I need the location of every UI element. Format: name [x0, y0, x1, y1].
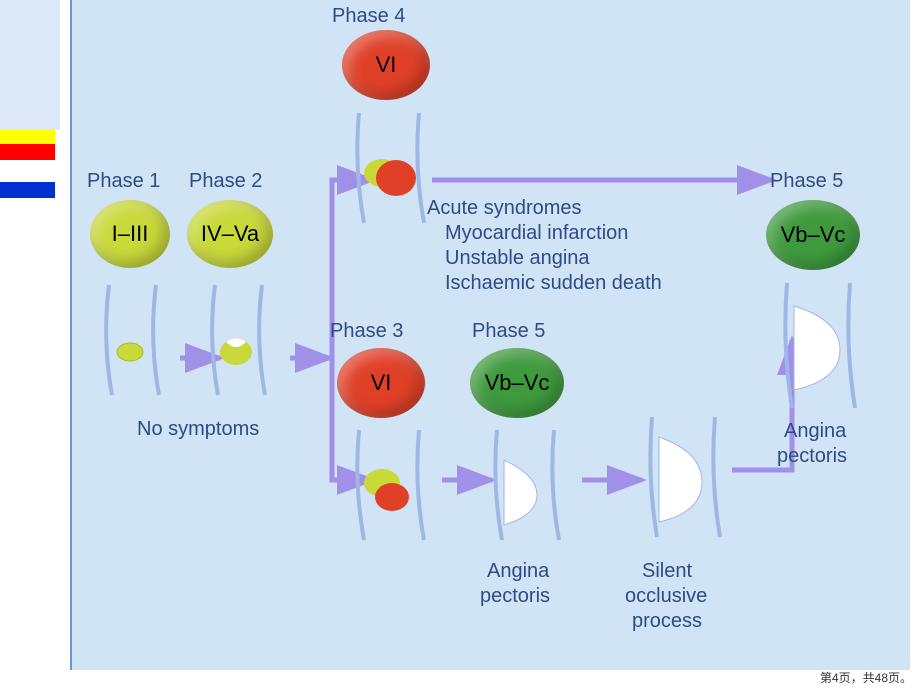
- diagram-canvas: Phase 4 VI Phase 1 I–III Phase 2 IV–Va: [70, 0, 910, 670]
- angina-5a-1: Angina: [487, 560, 549, 583]
- phase2-title: Phase 2: [189, 170, 262, 193]
- band-top: [0, 0, 60, 130]
- angina-5b-1: Angina: [784, 420, 846, 443]
- band-yellow: [0, 130, 55, 144]
- page-footer: 第4页，共48页。: [820, 669, 912, 686]
- left-decorative-band: [0, 0, 60, 690]
- phase5b-vessel: [772, 278, 867, 413]
- no-symptoms-label: No symptoms: [137, 418, 259, 441]
- phase4-title: Phase 4: [332, 5, 405, 28]
- silent-3: process: [632, 610, 702, 633]
- angina-5b-2: pectoris: [777, 445, 847, 468]
- phase5b-title: Phase 5: [770, 170, 843, 193]
- phase3-roman: VI: [371, 370, 392, 396]
- phase2-vessel: [200, 280, 280, 400]
- phase5a-circle: Vb–Vc: [470, 348, 564, 418]
- phase1-circle: I–III: [90, 200, 170, 268]
- phase2-circle: IV–Va: [187, 200, 273, 268]
- acute-line-1: Myocardial infarction: [445, 222, 628, 245]
- band-white: [0, 160, 55, 182]
- phase2-roman: IV–Va: [201, 221, 259, 247]
- phase5a-title: Phase 5: [472, 320, 545, 343]
- phase5a-roman: Vb–Vc: [485, 370, 550, 396]
- phase4-circle: VI: [342, 30, 430, 100]
- phase5b-roman: Vb–Vc: [781, 222, 846, 248]
- phase4-vessel: [344, 108, 434, 228]
- silent-vessel: [637, 412, 732, 542]
- silent-1: Silent: [642, 560, 692, 583]
- acute-header: Acute syndromes: [427, 197, 582, 220]
- band-red: [0, 144, 55, 160]
- phase3-vessel: [344, 425, 434, 545]
- phase4-roman: VI: [376, 52, 397, 78]
- band-blue: [0, 182, 55, 198]
- phase1-roman: I–III: [112, 221, 149, 247]
- phase1-title: Phase 1: [87, 170, 160, 193]
- phase5b-circle: Vb–Vc: [766, 200, 860, 270]
- phase3-circle: VI: [337, 348, 425, 418]
- silent-2: occlusive: [625, 585, 707, 608]
- angina-5a-2: pectoris: [480, 585, 550, 608]
- slide: Phase 4 VI Phase 1 I–III Phase 2 IV–Va: [0, 0, 920, 690]
- phase5a-vessel: [482, 425, 572, 545]
- acute-line-2: Unstable angina: [445, 247, 590, 270]
- phase3-title: Phase 3: [330, 320, 403, 343]
- acute-line-3: Ischaemic sudden death: [445, 272, 662, 295]
- phase1-vessel: [94, 280, 174, 400]
